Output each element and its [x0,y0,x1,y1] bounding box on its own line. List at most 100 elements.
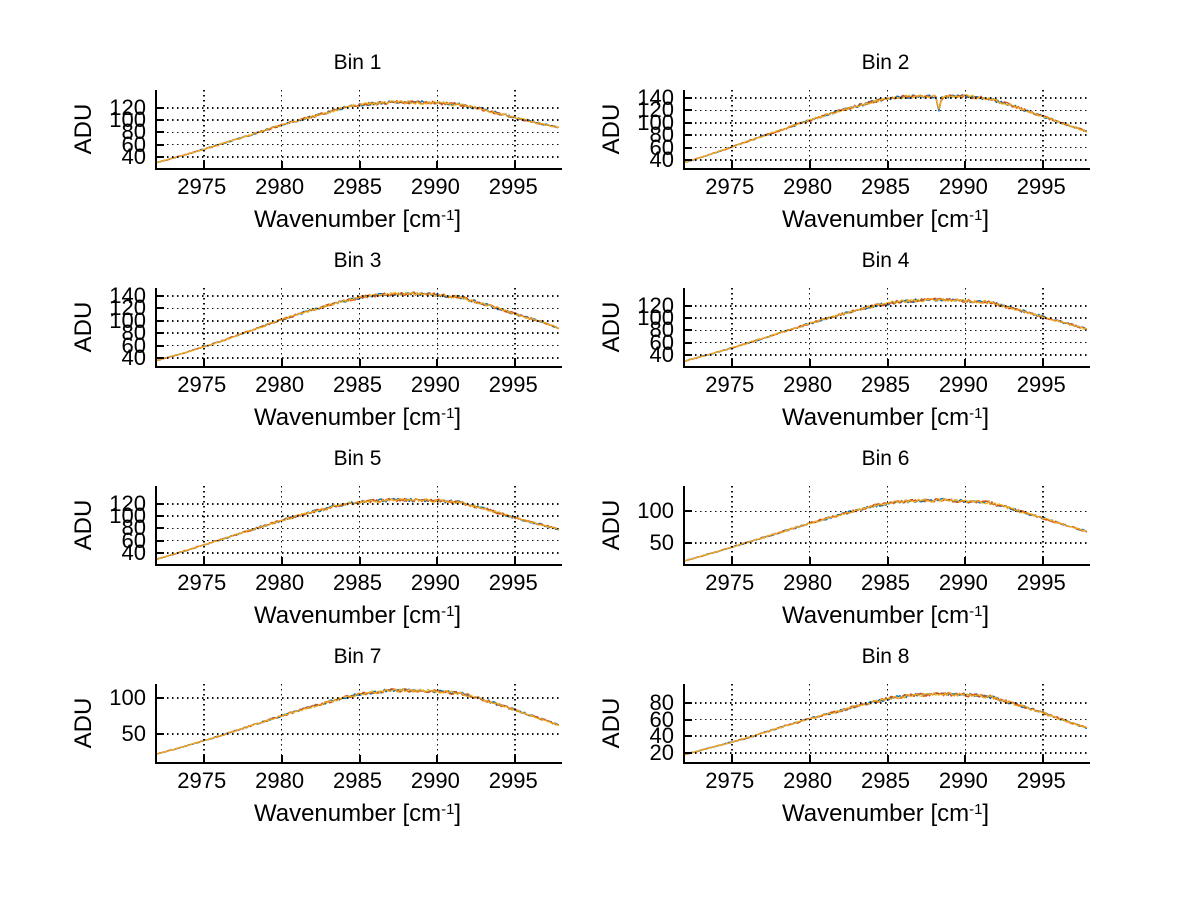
x-axis-label: Wavenumber [cm-1] [683,404,1088,432]
x-tick-label: 2995 [488,570,538,595]
x-gridline [436,288,439,366]
plot-area [683,684,1090,764]
x-tick-mark [436,161,439,168]
x-tick-label: 2985 [861,570,910,595]
y-tick-label: 60 [121,527,146,553]
y-tick-mark [157,527,164,530]
y-tick-label: 100 [637,305,674,331]
x-tick-label: 2985 [333,174,382,199]
x-axis-label-end: ] [982,602,990,629]
y-tick-mark [157,119,164,122]
x-tick-mark [886,557,889,564]
x-tick-mark [964,557,967,564]
y-axis-label: ADU [70,499,97,551]
x-tick-label: 2990 [410,372,460,397]
y-tick-mark [157,696,164,699]
y-tick-mark [685,341,692,344]
x-tick-mark [808,161,811,168]
x-gridline [886,90,889,168]
x-tick-mark [964,161,967,168]
x-tick-label: 2975 [177,570,227,595]
x-gridline [1042,90,1045,168]
y-tick-mark [157,155,164,158]
y-tick-label: 60 [121,131,146,157]
x-tick-label: 2975 [177,174,227,199]
x-tick-mark [358,755,361,762]
y-tick-mark [685,718,692,721]
y-tick-label: 40 [121,539,146,565]
x-axis-label-text: Wavenumber [cm [781,206,970,233]
y-axis-label: ADU [598,301,625,353]
x-axis-label-superscript: -1 [441,405,455,422]
subplot-bin-4: Bin 4 ADU Wavenumber [cm-1] 40 60 80 100 120… [598,249,1090,431]
x-gridline [808,684,811,762]
x-tick-label: 2975 [177,768,227,793]
x-tick-label: 2995 [1016,174,1066,199]
x-tick-label: 2995 [488,174,538,199]
plot-area [155,90,562,170]
x-axis-label-text: Wavenumber [cm [781,602,970,629]
y-tick-label: 100 [637,109,674,135]
y-tick-label: 120 [109,94,146,120]
x-tick-mark [514,359,517,366]
x-tick-label: 2980 [783,174,833,199]
plot-area [155,486,562,566]
x-tick-mark [730,359,733,366]
y-tick-mark [157,131,164,134]
x-tick-label: 2975 [705,570,755,595]
x-gridline [358,90,361,168]
y-tick-mark [685,109,692,112]
x-gridline [436,684,439,762]
plot-area [683,288,1090,368]
x-tick-label: 2990 [938,768,988,793]
y-tick-mark [157,356,164,359]
x-tick-mark [358,161,361,168]
y-tick-mark [685,304,692,307]
x-gridline [964,486,967,564]
y-axis-label: ADU [598,697,625,749]
y-tick-mark [685,146,692,149]
x-axis-label: Wavenumber [cm-1] [155,602,560,630]
y-tick-label: 120 [109,295,146,321]
x-gridline [514,486,517,564]
x-axis-label-superscript: -1 [969,207,983,224]
y-tick-label: 60 [649,329,674,355]
y-tick-label: 100 [109,107,146,133]
x-axis-label-text: Wavenumber [cm [253,404,442,431]
x-axis-label: Wavenumber [cm-1] [683,800,1088,828]
x-axis-label-text: Wavenumber [cm [253,602,442,629]
y-tick-label: 80 [121,119,146,145]
x-gridline [964,684,967,762]
x-tick-mark [280,557,283,564]
subplot-bin-6: Bin 6 ADU Wavenumber [cm-1] 50 100 2975 298… [598,447,1090,629]
x-gridline [280,288,283,366]
x-tick-mark [202,557,205,564]
y-tick-label: 40 [649,723,674,749]
y-tick-label: 120 [637,97,674,123]
x-tick-mark [436,755,439,762]
chart-title: Bin 8 [861,645,910,668]
x-tick-label: 2985 [333,768,382,793]
y-tick-mark [157,307,164,310]
y-tick-label: 120 [637,292,674,318]
y-tick-mark [157,539,164,542]
x-tick-mark [808,755,811,762]
y-tick-label: 140 [637,85,674,111]
y-tick-label: 60 [121,332,146,358]
x-tick-mark [964,359,967,366]
y-tick-mark [157,551,164,554]
x-tick-mark [1042,161,1045,168]
x-axis-label-superscript: -1 [969,603,983,620]
x-tick-label: 2975 [705,372,755,397]
x-gridline [886,486,889,564]
x-gridline [202,288,205,366]
spectrum-trace-3 [684,94,1088,164]
y-tick-mark [685,134,692,137]
y-tick-mark [157,502,164,505]
chart-title: Bin 1 [333,51,382,74]
y-tick-label: 140 [109,283,146,309]
x-tick-label: 2980 [783,570,833,595]
x-tick-mark [730,161,733,168]
plot-area [683,90,1090,170]
y-tick-label: 100 [109,684,146,710]
